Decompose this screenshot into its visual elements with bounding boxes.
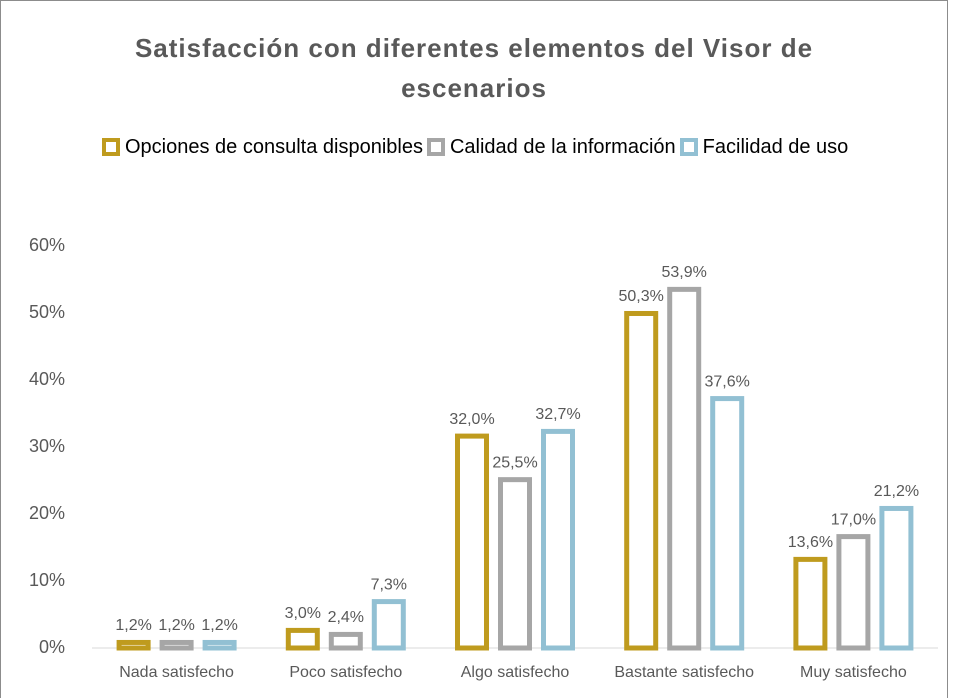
data-label: 50,3% — [619, 288, 664, 305]
legend: Opciones de consulta disponibles Calidad … — [102, 132, 862, 162]
data-label: 1,2% — [115, 617, 151, 634]
legend-label: Facilidad de uso — [702, 135, 849, 158]
y-tick-label: 20% — [29, 503, 65, 523]
bar — [624, 310, 659, 651]
y-tick-label: 50% — [29, 302, 65, 322]
data-label: 1,2% — [158, 617, 194, 634]
chart-title: Satisfacción con diferentes elementos de… — [134, 33, 814, 103]
x-tick-label: Bastante satisfecho — [614, 664, 754, 681]
x-tick-label: Poco satisfecho — [289, 664, 402, 681]
y-tick-label: 0% — [39, 637, 65, 657]
legend-item: Opciones de consulta disponibles — [102, 132, 423, 162]
data-label: 53,9% — [662, 264, 707, 281]
data-label: 3,0% — [285, 605, 321, 622]
data-label: 13,6% — [788, 534, 833, 551]
bar — [667, 286, 702, 651]
bar — [710, 396, 745, 651]
bar — [202, 639, 237, 651]
legend-marker — [679, 138, 698, 156]
data-label: 32,7% — [535, 406, 580, 423]
data-label: 17,0% — [831, 511, 876, 528]
bar — [328, 631, 363, 651]
bar — [836, 534, 871, 651]
data-label: 25,5% — [492, 454, 537, 471]
data-label: 32,0% — [449, 411, 494, 428]
legend-label: Calidad de la información — [449, 135, 676, 158]
legend-marker — [426, 138, 445, 156]
x-tick-label: Algo satisfecho — [461, 664, 570, 681]
data-label: 7,3% — [371, 576, 407, 593]
data-label: 37,6% — [705, 373, 750, 390]
legend-item: Calidad de la información — [426, 132, 676, 162]
legend-item: Facilidad de uso — [679, 132, 849, 162]
x-tick-label: Nada satisfecho — [119, 664, 234, 681]
y-tick-label: 40% — [29, 369, 65, 389]
y-tick-label: 60% — [29, 235, 65, 255]
bar — [793, 556, 828, 651]
bar — [455, 433, 489, 651]
legend-label: Opciones de consulta disponibles — [125, 135, 423, 158]
y-tick-label: 10% — [29, 570, 65, 590]
bar — [159, 639, 194, 651]
y-tick-label: 30% — [29, 436, 65, 456]
data-label: 2,4% — [328, 609, 364, 626]
data-label: 1,2% — [201, 617, 237, 634]
legend-marker — [102, 138, 120, 156]
x-tick-label: Muy satisfecho — [800, 664, 907, 681]
bar — [541, 428, 575, 651]
bar — [498, 477, 532, 651]
bar — [371, 599, 406, 651]
bar — [116, 639, 151, 651]
data-label: 21,2% — [874, 483, 919, 500]
bar — [879, 505, 914, 651]
bar — [285, 627, 320, 651]
